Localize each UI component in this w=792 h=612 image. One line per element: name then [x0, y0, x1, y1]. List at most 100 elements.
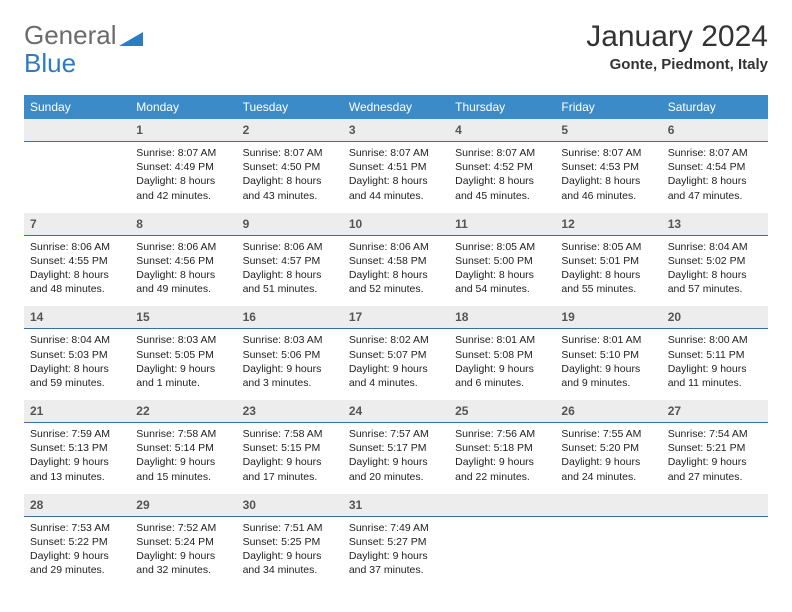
- day-info: Sunrise: 8:07 AMSunset: 4:54 PMDaylight:…: [662, 142, 768, 213]
- calendar-cell: 21Sunrise: 7:59 AMSunset: 5:13 PMDayligh…: [24, 400, 130, 494]
- calendar-cell: 26 Sunrise: 7:55 AMSunset: 5:20 PMDayligh…: [555, 400, 661, 494]
- day-info: Sunrise: 7:59 AMSunset: 5:13 PMDaylight:…: [24, 423, 130, 494]
- weekday-header-row: Sunday Monday Tuesday Wednesday Thursday…: [24, 95, 768, 119]
- daylight-text: Daylight: 9 hours and 6 minutes.: [455, 362, 549, 390]
- daylight-text: Daylight: 8 hours and 57 minutes.: [668, 268, 762, 296]
- daylight-text: Daylight: 8 hours and 44 minutes.: [349, 174, 443, 202]
- sunrise-text: Sunrise: 7:54 AM: [668, 427, 762, 441]
- calendar-cell: 27Sunrise: 7:54 AMSunset: 5:21 PMDayligh…: [662, 400, 768, 494]
- daylight-text: Daylight: 9 hours and 22 minutes.: [455, 455, 549, 483]
- day-number: [662, 494, 768, 517]
- day-info: Sunrise: 8:03 AMSunset: 5:06 PMDaylight:…: [237, 329, 343, 400]
- day-info-empty: [24, 142, 130, 213]
- day-number: 3: [343, 119, 449, 142]
- day-info: Sunrise: 8:06 AMSunset: 4:55 PMDaylight:…: [24, 236, 130, 307]
- calendar-cell: 10Sunrise: 8:06 AMSunset: 4:58 PMDayligh…: [343, 213, 449, 307]
- sunrise-text: Sunrise: 7:52 AM: [136, 521, 230, 535]
- calendar-cell: 4Sunrise: 8:07 AMSunset: 4:52 PMDaylight…: [449, 119, 555, 213]
- calendar-table: Sunday Monday Tuesday Wednesday Thursday…: [24, 95, 768, 587]
- day-number: 15: [130, 306, 236, 329]
- calendar-cell: [555, 494, 661, 588]
- day-number: 17: [343, 306, 449, 329]
- sunset-text: Sunset: 4:51 PM: [349, 160, 443, 174]
- sunrise-text: Sunrise: 8:06 AM: [349, 240, 443, 254]
- sunrise-text: Sunrise: 8:07 AM: [243, 146, 337, 160]
- day-number: 1: [130, 119, 236, 142]
- daylight-text: Daylight: 9 hours and 1 minute.: [136, 362, 230, 390]
- daylight-text: Daylight: 9 hours and 4 minutes.: [349, 362, 443, 390]
- daylight-text: Daylight: 9 hours and 9 minutes.: [561, 362, 655, 390]
- calendar-cell: 7Sunrise: 8:06 AMSunset: 4:55 PMDaylight…: [24, 213, 130, 307]
- daylight-text: Daylight: 9 hours and 3 minutes.: [243, 362, 337, 390]
- day-number: 12: [555, 213, 661, 236]
- day-info: Sunrise: 8:03 AMSunset: 5:05 PMDaylight:…: [130, 329, 236, 400]
- sunset-text: Sunset: 4:50 PM: [243, 160, 337, 174]
- day-info-empty: [662, 517, 768, 588]
- daylight-text: Daylight: 9 hours and 11 minutes.: [668, 362, 762, 390]
- day-number: 8: [130, 213, 236, 236]
- day-info: Sunrise: 8:07 AMSunset: 4:50 PMDaylight:…: [237, 142, 343, 213]
- sunset-text: Sunset: 5:06 PM: [243, 348, 337, 362]
- sunrise-text: Sunrise: 8:05 AM: [561, 240, 655, 254]
- weekday-sun: Sunday: [24, 95, 130, 119]
- day-info: Sunrise: 8:05 AMSunset: 5:00 PMDaylight:…: [449, 236, 555, 307]
- sunrise-text: Sunrise: 8:01 AM: [561, 333, 655, 347]
- calendar-cell: 31Sunrise: 7:49 AMSunset: 5:27 PMDayligh…: [343, 494, 449, 588]
- calendar-cell: 12Sunrise: 8:05 AMSunset: 5:01 PMDayligh…: [555, 213, 661, 307]
- day-info-empty: [449, 517, 555, 588]
- calendar-cell: 15Sunrise: 8:03 AMSunset: 5:05 PMDayligh…: [130, 306, 236, 400]
- calendar-cell: 28Sunrise: 7:53 AMSunset: 5:22 PMDayligh…: [24, 494, 130, 588]
- daylight-text: Daylight: 8 hours and 45 minutes.: [455, 174, 549, 202]
- sunset-text: Sunset: 5:24 PM: [136, 535, 230, 549]
- calendar-cell: 29Sunrise: 7:52 AMSunset: 5:24 PMDayligh…: [130, 494, 236, 588]
- sunset-text: Sunset: 5:08 PM: [455, 348, 549, 362]
- sunset-text: Sunset: 5:20 PM: [561, 441, 655, 455]
- daylight-text: Daylight: 9 hours and 29 minutes.: [30, 549, 124, 577]
- sunset-text: Sunset: 4:54 PM: [668, 160, 762, 174]
- day-number: 24: [343, 400, 449, 423]
- sunset-text: Sunset: 5:27 PM: [349, 535, 443, 549]
- sunrise-text: Sunrise: 8:07 AM: [455, 146, 549, 160]
- day-info: Sunrise: 8:00 AMSunset: 5:11 PMDaylight:…: [662, 329, 768, 400]
- day-number: 4: [449, 119, 555, 142]
- day-number: [555, 494, 661, 517]
- day-number: 7: [24, 213, 130, 236]
- calendar-cell: 18Sunrise: 8:01 AMSunset: 5:08 PMDayligh…: [449, 306, 555, 400]
- day-info: Sunrise: 7:54 AMSunset: 5:21 PMDaylight:…: [662, 423, 768, 494]
- sunset-text: Sunset: 5:10 PM: [561, 348, 655, 362]
- sunset-text: Sunset: 5:25 PM: [243, 535, 337, 549]
- sunset-text: Sunset: 4:55 PM: [30, 254, 124, 268]
- calendar-cell: 2Sunrise: 8:07 AMSunset: 4:50 PMDaylight…: [237, 119, 343, 213]
- day-number: [449, 494, 555, 517]
- day-info: Sunrise: 7:49 AMSunset: 5:27 PMDaylight:…: [343, 517, 449, 588]
- sunrise-text: Sunrise: 7:55 AM: [561, 427, 655, 441]
- day-number: 19: [555, 306, 661, 329]
- day-number: 27: [662, 400, 768, 423]
- daylight-text: Daylight: 9 hours and 24 minutes.: [561, 455, 655, 483]
- day-number: 18: [449, 306, 555, 329]
- day-info: Sunrise: 7:51 AMSunset: 5:25 PMDaylight:…: [237, 517, 343, 588]
- sunset-text: Sunset: 5:21 PM: [668, 441, 762, 455]
- day-number: 26: [555, 400, 661, 423]
- calendar-cell: 16Sunrise: 8:03 AMSunset: 5:06 PMDayligh…: [237, 306, 343, 400]
- day-number: 20: [662, 306, 768, 329]
- day-info: Sunrise: 7:58 AMSunset: 5:14 PMDaylight:…: [130, 423, 236, 494]
- sunrise-text: Sunrise: 7:58 AM: [136, 427, 230, 441]
- weekday-wed: Wednesday: [343, 95, 449, 119]
- calendar-cell: 13Sunrise: 8:04 AMSunset: 5:02 PMDayligh…: [662, 213, 768, 307]
- sunrise-text: Sunrise: 8:07 AM: [136, 146, 230, 160]
- sunset-text: Sunset: 5:17 PM: [349, 441, 443, 455]
- month-title: January 2024: [586, 20, 768, 54]
- weekday-tue: Tuesday: [237, 95, 343, 119]
- sunset-text: Sunset: 5:05 PM: [136, 348, 230, 362]
- logo-text-1: General: [24, 20, 117, 51]
- calendar-cell: [449, 494, 555, 588]
- title-block: January 2024 Gonte, Piedmont, Italy: [586, 20, 768, 73]
- day-info: Sunrise: 8:04 AMSunset: 5:02 PMDaylight:…: [662, 236, 768, 307]
- calendar-cell: 5Sunrise: 8:07 AMSunset: 4:53 PMDaylight…: [555, 119, 661, 213]
- day-info: Sunrise: 8:07 AMSunset: 4:52 PMDaylight:…: [449, 142, 555, 213]
- daylight-text: Daylight: 8 hours and 46 minutes.: [561, 174, 655, 202]
- daylight-text: Daylight: 8 hours and 52 minutes.: [349, 268, 443, 296]
- sunset-text: Sunset: 4:52 PM: [455, 160, 549, 174]
- sunset-text: Sunset: 4:53 PM: [561, 160, 655, 174]
